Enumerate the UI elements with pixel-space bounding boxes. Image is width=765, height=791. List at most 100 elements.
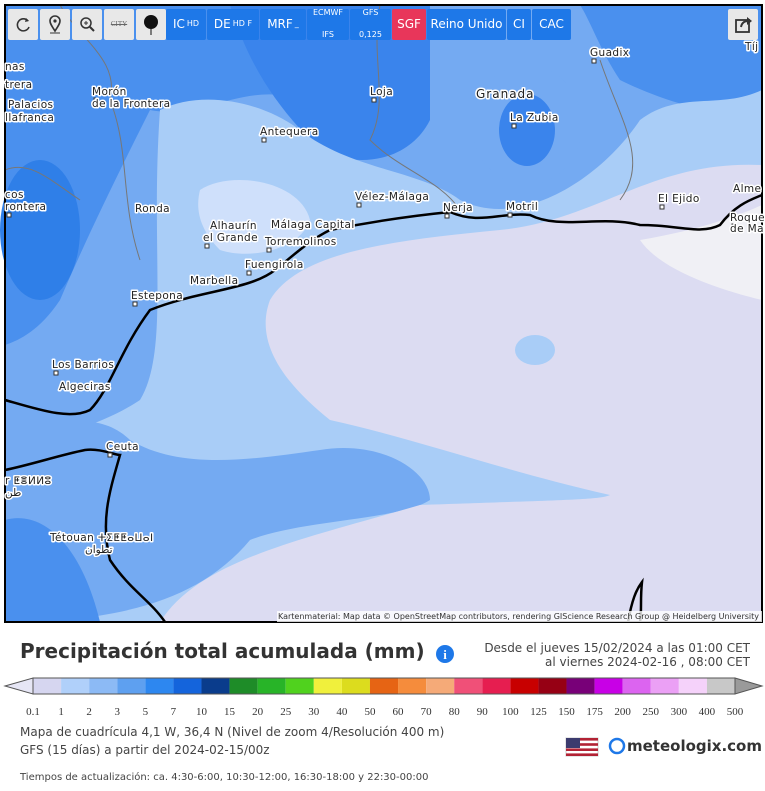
zoom-button[interactable] (72, 9, 102, 40)
update-times: Tiempos de actualización: ca. 4:30-6:00,… (19, 771, 428, 783)
place-marker (659, 204, 665, 210)
location-button[interactable] (40, 9, 70, 40)
scale-label: 250 (643, 706, 660, 718)
balloon-button[interactable] (136, 9, 166, 40)
scale-cell (678, 678, 707, 694)
scale-cell (257, 678, 286, 694)
button-sublabel: IFS (322, 30, 334, 40)
scale-label: 100 (502, 706, 519, 718)
refresh-button[interactable] (8, 9, 38, 40)
scale-cell (706, 678, 735, 694)
model-button[interactable]: IC HD (166, 9, 206, 40)
scale-label: 40 (336, 706, 348, 718)
scale-label: 7 (171, 706, 177, 718)
place-label: Morón (92, 86, 127, 98)
legend-title: Precipitación total acumulada (mm) (20, 639, 425, 663)
button-label: CAC (539, 16, 564, 31)
scale-label: 2 (86, 706, 92, 718)
period-from: Desde el jueves 15/02/2024 a las 01:00 C… (484, 641, 750, 655)
place-marker (261, 137, 267, 143)
brand: meteologix.com (627, 737, 762, 755)
place-marker (107, 452, 113, 458)
share-button[interactable] (728, 9, 758, 40)
scale-cell (313, 678, 342, 694)
scale-cell (369, 678, 399, 694)
model-button[interactable]: Reino Unido (427, 9, 506, 40)
model-button[interactable]: CITY (104, 9, 134, 40)
place-marker (731, 223, 737, 229)
place-marker (204, 243, 210, 249)
scale-cell (229, 678, 258, 694)
button-label: CI (513, 16, 525, 31)
place-label: Fuengirola (245, 259, 304, 271)
legend: Precipitación total acumulada (mm) i Des… (3, 639, 764, 783)
place-label: Ronda (135, 203, 170, 215)
scale-cell (33, 678, 62, 694)
place-label: nas (5, 61, 25, 73)
button-label: MRF (267, 16, 293, 31)
place-label: Algeciras (59, 381, 111, 393)
model-button[interactable]: CAC (532, 9, 571, 40)
place-marker (507, 212, 513, 218)
scale-under (3, 677, 34, 695)
place-marker (266, 247, 272, 253)
rain-area (515, 335, 555, 365)
place-label: Marbella (190, 275, 238, 287)
scale-cell (201, 678, 230, 694)
brand-logo (608, 737, 626, 755)
place-label: Roque (730, 212, 765, 224)
scale-label: 30 (308, 706, 320, 718)
scale-label: 300 (671, 706, 688, 718)
model-info: GFS (15 días) a partir del 2024-02-15/00… (20, 743, 270, 757)
attribution: Kartenmaterial: Map data © OpenStreetMap… (278, 612, 759, 621)
button-label: SGF (397, 16, 421, 31)
grid-info: Mapa de cuadrícula 4,1 W, 36,4 N (Nivel … (20, 725, 444, 739)
model-button[interactable]: DE HD F (207, 9, 259, 40)
model-button[interactable]: CI (507, 9, 531, 40)
scale-label: 10 (196, 706, 208, 718)
model-button[interactable]: MRF _ (260, 9, 306, 40)
place-marker (93, 97, 99, 103)
scale-over (734, 677, 764, 695)
button-sublabel: HD F (232, 19, 253, 29)
place-label: Estepona (131, 290, 183, 302)
button-sublabel: 0,125 (359, 30, 382, 40)
place-label: Málaga Capital (271, 219, 355, 231)
place-marker (6, 212, 12, 218)
scale-label: 400 (699, 706, 716, 718)
scale-cell (566, 678, 595, 694)
place-marker (53, 370, 59, 376)
button-label: IC (172, 16, 185, 31)
button-sublabel: _ (294, 19, 299, 29)
place-label: llafranca (5, 112, 54, 124)
model-button[interactable]: SGF (392, 9, 426, 40)
scale-label: 70 (421, 706, 433, 718)
scale-label: 25 (280, 706, 292, 718)
rain-area (499, 94, 555, 166)
scale-label: 5 (143, 706, 149, 718)
place-label: Tíj (744, 41, 758, 53)
place-marker (591, 58, 597, 64)
place-label: Palacios (8, 99, 53, 111)
place-label: Alhaurín (210, 220, 257, 232)
attribution-bg (277, 611, 762, 622)
scale-cell (426, 678, 455, 694)
info-icon[interactable] (436, 645, 454, 663)
scale-cell (510, 678, 539, 694)
scale-label: 500 (727, 706, 744, 718)
rain-area (160, 164, 762, 622)
place-label: rontera (5, 201, 46, 213)
place-label: cos (5, 189, 24, 201)
button-label: ECMWF (312, 8, 344, 18)
model-button[interactable]: GFS 0,125 (350, 8, 391, 40)
rain-area (640, 205, 762, 300)
scale-label: 175 (586, 706, 603, 718)
place-label: Antequera (260, 126, 319, 138)
rain-area (198, 180, 310, 254)
button-label: DE (213, 16, 231, 31)
place-label: Guadix (590, 47, 629, 59)
scale-frame (32, 677, 736, 695)
scale-cell (117, 678, 146, 694)
model-button[interactable]: ECMWF IFS (307, 8, 349, 40)
